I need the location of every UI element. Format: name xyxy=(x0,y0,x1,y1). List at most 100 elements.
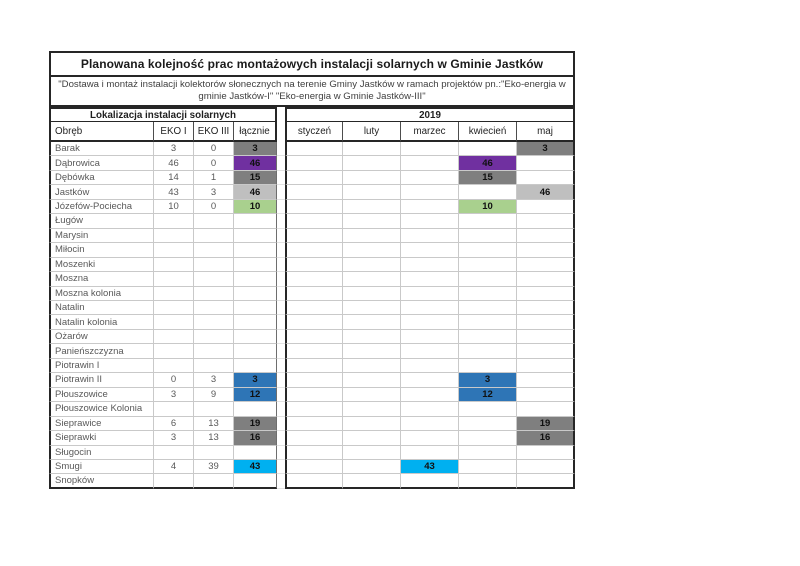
month-cell xyxy=(517,257,575,273)
section-gutter xyxy=(277,446,285,460)
table-row: Panieńszczyzna xyxy=(49,344,575,359)
total-value xyxy=(234,300,277,316)
month-cell: 12 xyxy=(459,387,517,403)
table-row: Płouszowice 3 9 12 12 xyxy=(49,387,575,403)
section-gutter xyxy=(277,258,285,273)
eko1-value xyxy=(154,315,194,330)
row-label: Piotrawin II xyxy=(49,373,154,388)
month-cell xyxy=(459,142,517,157)
eko1-value: 3 xyxy=(154,387,194,403)
month-cell: 15 xyxy=(459,170,517,186)
schedule-sheet: Planowana kolejność prac montażowych ins… xyxy=(49,51,575,489)
eko1-value xyxy=(154,344,194,359)
eko3-value: 3 xyxy=(194,373,234,388)
eko1-value: 46 xyxy=(154,156,194,171)
table-row: Ługów xyxy=(49,214,575,229)
month-cell xyxy=(343,300,401,316)
section-gutter xyxy=(277,272,285,287)
table-row: Marysin xyxy=(49,228,575,244)
table-title: Planowana kolejność prac montażowych ins… xyxy=(49,51,575,77)
month-cell xyxy=(459,243,517,258)
month-cell xyxy=(517,445,575,460)
eko1-value xyxy=(154,445,194,460)
column-header-maj: maj xyxy=(517,122,575,142)
section-gutter xyxy=(277,330,285,345)
section-header-row: Lokalizacja instalacji solarnych 2019 xyxy=(49,107,575,122)
total-value xyxy=(234,329,277,345)
table-row: Moszna xyxy=(49,272,575,287)
table-row: Piotrawin I xyxy=(49,358,575,374)
month-cell xyxy=(285,315,343,330)
section-gutter xyxy=(277,214,285,229)
month-cell xyxy=(285,445,343,460)
row-label: Dąbrowica xyxy=(49,156,154,171)
month-cell xyxy=(459,286,517,301)
month-cell xyxy=(459,315,517,330)
eko3-value: 0 xyxy=(194,142,234,157)
column-header-marzec: marzec xyxy=(401,122,459,142)
total-value: 3 xyxy=(234,142,277,157)
month-cell xyxy=(401,431,459,446)
column-header-total: łącznie xyxy=(234,122,277,142)
table-row: Miłocin xyxy=(49,243,575,258)
month-cell: 46 xyxy=(517,185,575,200)
month-cell xyxy=(517,243,575,258)
table-row: Natalin kolonia xyxy=(49,315,575,330)
section-gutter xyxy=(277,200,285,215)
eko3-value xyxy=(194,474,234,489)
row-label: Panieńszczyzna xyxy=(49,344,154,359)
month-cell xyxy=(517,402,575,417)
eko1-value: 3 xyxy=(154,431,194,446)
month-cell xyxy=(517,315,575,330)
eko1-value xyxy=(154,474,194,489)
row-label: Natalin kolonia xyxy=(49,315,154,330)
month-cell xyxy=(401,416,459,432)
row-label: Natalin xyxy=(49,300,154,316)
month-cell xyxy=(343,170,401,186)
month-cell xyxy=(459,185,517,200)
month-cell xyxy=(401,445,459,460)
row-label: Miłocin xyxy=(49,243,154,258)
eko3-value: 13 xyxy=(194,416,234,432)
eko3-value xyxy=(194,445,234,460)
table-row: Natalin xyxy=(49,300,575,316)
section-gutter xyxy=(277,388,285,403)
column-header-area: Obręb xyxy=(49,122,154,142)
eko3-value xyxy=(194,315,234,330)
section-header-localization: Lokalizacja instalacji solarnych xyxy=(49,107,277,122)
month-cell: 16 xyxy=(517,431,575,446)
month-cell: 46 xyxy=(459,156,517,171)
table-row: Dębówka 14 1 15 15 xyxy=(49,170,575,186)
month-cell xyxy=(343,329,401,345)
month-cell xyxy=(401,199,459,215)
row-label: Jastków xyxy=(49,185,154,200)
eko1-value: 4 xyxy=(154,459,194,475)
table-subtitle: "Dostawa i montaż instalacji kolektorów … xyxy=(49,77,575,107)
total-value xyxy=(234,272,277,287)
section-gutter xyxy=(277,373,285,388)
eko1-value xyxy=(154,402,194,417)
month-cell xyxy=(517,459,575,475)
month-cell xyxy=(343,214,401,229)
row-label: Dębówka xyxy=(49,170,154,186)
section-gutter xyxy=(277,431,285,446)
table-row: Józefów-Pociecha 10 0 10 10 xyxy=(49,199,575,215)
month-cell xyxy=(285,243,343,258)
month-cell xyxy=(343,142,401,157)
month-cell xyxy=(401,243,459,258)
total-value: 16 xyxy=(234,431,277,446)
month-cell xyxy=(401,142,459,157)
month-cell xyxy=(285,142,343,157)
month-cell xyxy=(285,199,343,215)
section-gutter xyxy=(277,460,285,475)
eko3-value xyxy=(194,344,234,359)
month-cell xyxy=(517,344,575,359)
row-label: Józefów-Pociecha xyxy=(49,199,154,215)
section-gutter xyxy=(277,229,285,244)
table-row: Dąbrowica 46 0 46 46 xyxy=(49,156,575,171)
row-label: Sługocin xyxy=(49,445,154,460)
month-cell xyxy=(517,286,575,301)
row-label: Piotrawin I xyxy=(49,358,154,374)
table-row: Snopków xyxy=(49,474,575,489)
month-cell xyxy=(401,373,459,388)
